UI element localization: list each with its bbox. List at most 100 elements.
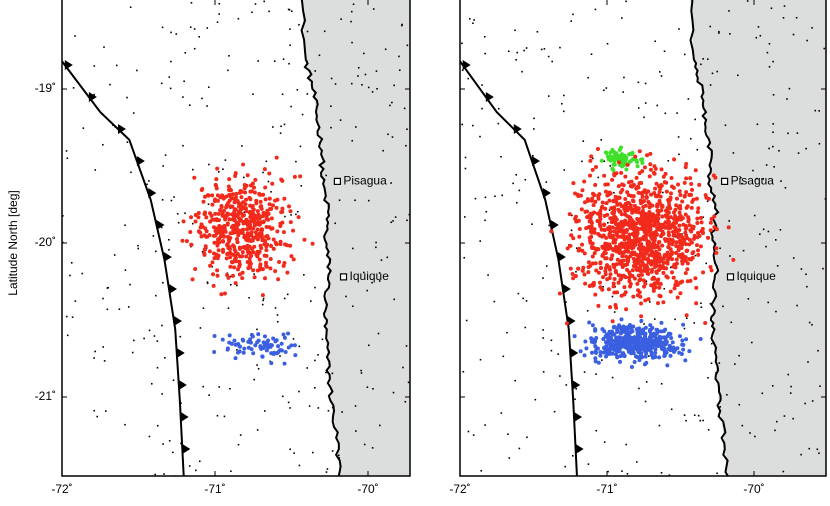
background-event <box>683 414 686 416</box>
event <box>683 212 688 217</box>
background-event <box>494 195 496 198</box>
event <box>270 203 275 208</box>
event <box>248 203 253 208</box>
event <box>251 351 256 356</box>
background-event <box>350 82 353 85</box>
event <box>699 220 704 225</box>
event <box>230 192 235 197</box>
background-event <box>256 429 259 431</box>
event <box>287 204 292 209</box>
background-event <box>372 8 375 10</box>
event <box>209 213 214 218</box>
event <box>248 340 253 345</box>
background-event <box>270 190 272 193</box>
event <box>628 203 633 208</box>
background-event <box>644 102 647 104</box>
background-event <box>182 144 184 147</box>
event <box>632 276 637 281</box>
background-event <box>718 30 720 33</box>
background-event <box>493 300 496 303</box>
background-event <box>700 306 703 309</box>
event <box>593 292 598 297</box>
background-event <box>479 135 481 138</box>
event <box>628 281 633 286</box>
background-event <box>82 127 85 129</box>
event <box>635 281 640 286</box>
background-event <box>403 107 406 110</box>
background-event <box>248 296 250 299</box>
event <box>636 206 641 211</box>
event <box>228 231 233 236</box>
background-event <box>152 235 155 237</box>
background-event <box>206 281 209 283</box>
background-event <box>354 199 356 202</box>
background-event <box>514 29 516 32</box>
event <box>671 210 676 215</box>
event <box>685 267 690 272</box>
background-event <box>357 75 359 77</box>
background-event <box>542 371 545 373</box>
event <box>600 327 605 332</box>
event <box>215 256 220 261</box>
event <box>260 267 265 272</box>
event <box>646 339 651 344</box>
event <box>604 235 609 240</box>
event <box>211 272 216 277</box>
background-event <box>806 39 808 42</box>
event <box>260 238 265 243</box>
background-event <box>811 400 814 402</box>
background-event <box>772 94 775 96</box>
background-event <box>518 447 521 450</box>
event <box>635 164 640 169</box>
event <box>221 238 226 243</box>
event <box>632 203 637 208</box>
event <box>582 179 587 184</box>
event <box>639 272 644 277</box>
event <box>619 170 624 175</box>
background-event <box>74 300 77 302</box>
background-event <box>783 5 786 7</box>
background-event <box>563 169 566 171</box>
background-event <box>132 112 135 114</box>
event <box>284 243 289 248</box>
background-event <box>137 247 140 250</box>
event <box>212 199 217 204</box>
trench-triangle <box>575 444 584 454</box>
event <box>264 224 269 229</box>
event <box>679 246 684 251</box>
event <box>633 237 638 242</box>
background-event <box>479 358 482 361</box>
event <box>653 350 658 355</box>
background-event <box>677 136 680 138</box>
event <box>230 204 235 209</box>
background-event <box>208 163 210 166</box>
event <box>689 181 694 186</box>
background-event <box>193 28 196 30</box>
event <box>633 263 638 268</box>
event <box>662 353 667 358</box>
background-event <box>173 196 175 198</box>
event <box>257 222 262 227</box>
background-event <box>761 392 764 395</box>
event <box>214 186 219 191</box>
background-event <box>524 326 527 329</box>
event <box>592 251 597 256</box>
background-event <box>464 156 467 159</box>
background-event <box>351 139 354 142</box>
event <box>280 206 285 211</box>
event <box>590 241 595 246</box>
background-event <box>805 147 807 150</box>
event <box>193 266 198 271</box>
background-event <box>379 424 381 427</box>
event <box>638 264 643 269</box>
background-event <box>102 297 104 300</box>
event <box>616 184 621 189</box>
event <box>670 257 675 262</box>
event <box>253 343 258 348</box>
event <box>635 335 640 340</box>
place-marker <box>333 177 341 185</box>
background-event <box>621 470 623 472</box>
background-event <box>296 89 299 91</box>
background-event <box>224 159 227 161</box>
background-event <box>697 414 700 417</box>
